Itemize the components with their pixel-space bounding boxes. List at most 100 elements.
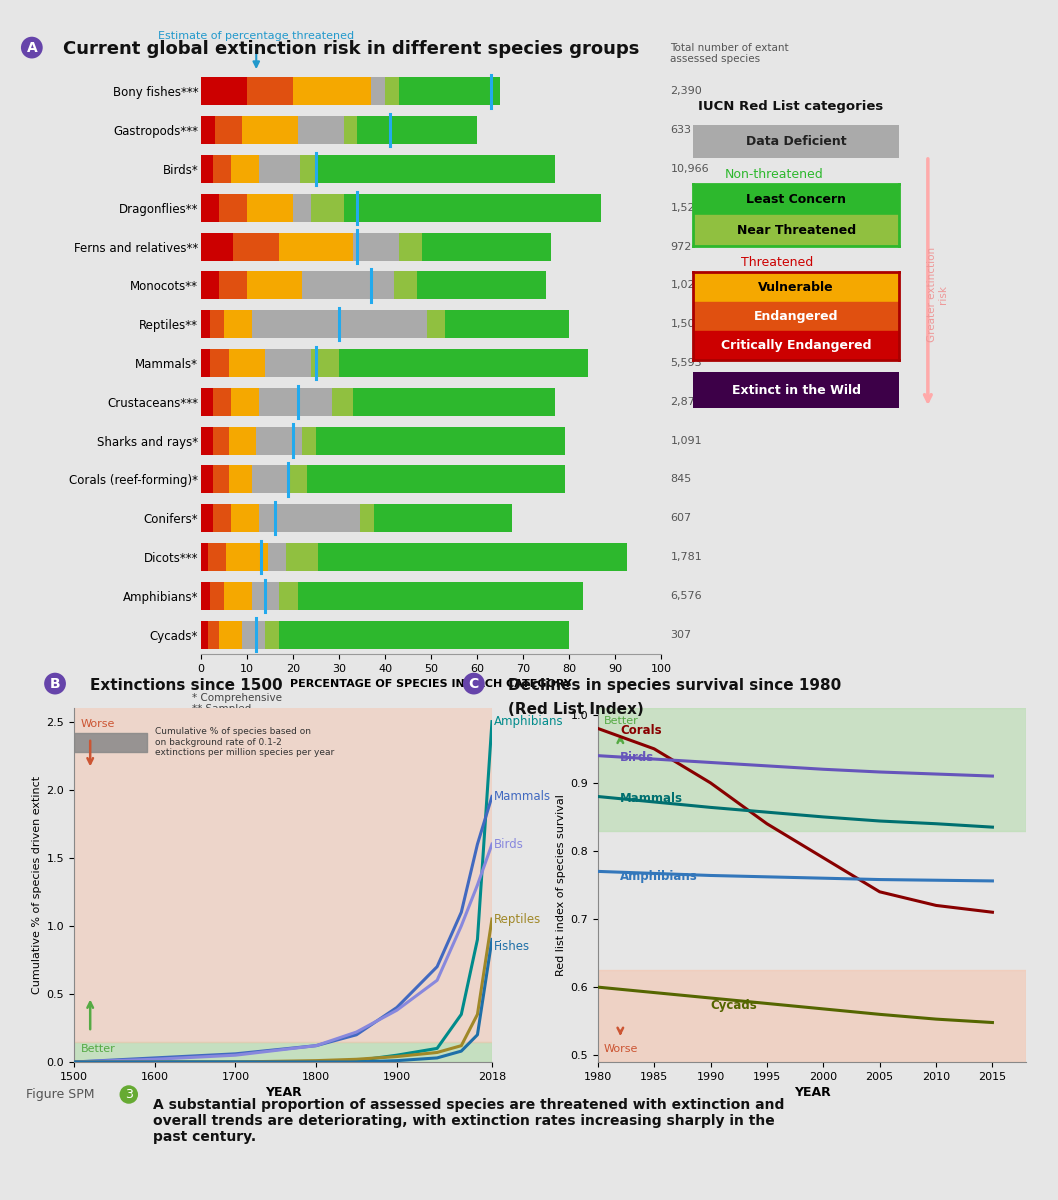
Bar — [358, 116, 477, 144]
Bar — [258, 388, 332, 415]
Text: Extinctions since 1500: Extinctions since 1500 — [90, 678, 282, 692]
Bar — [201, 388, 213, 415]
X-axis label: YEAR: YEAR — [264, 1086, 302, 1099]
Text: Cumulative % of species based on
on background rate of 0.1-2
extinctions per mil: Cumulative % of species based on on back… — [154, 727, 334, 757]
Text: Mammals: Mammals — [494, 790, 551, 803]
Text: A substantial proportion of assessed species are threatened with extinction and
: A substantial proportion of assessed spe… — [153, 1098, 785, 1145]
Text: Current global extinction risk in different species groups: Current global extinction risk in differ… — [63, 40, 640, 58]
Bar — [252, 311, 426, 338]
Bar — [229, 427, 256, 455]
Bar — [426, 311, 445, 338]
Text: (Red List Index): (Red List Index) — [508, 702, 643, 716]
Text: Better: Better — [603, 716, 638, 726]
Text: Amphibians: Amphibians — [494, 715, 563, 728]
Text: 607: 607 — [671, 514, 692, 523]
Bar — [316, 155, 555, 182]
Bar — [293, 194, 311, 222]
Text: Threatened: Threatened — [741, 257, 813, 269]
Text: Greater extinction
risk: Greater extinction risk — [927, 246, 948, 342]
Text: Cycads: Cycads — [711, 998, 758, 1012]
Bar — [201, 155, 213, 182]
Text: 6,576: 6,576 — [671, 590, 703, 601]
Bar — [224, 582, 252, 610]
Bar — [371, 78, 385, 106]
Text: Birds: Birds — [620, 751, 655, 764]
X-axis label: YEAR: YEAR — [794, 1086, 831, 1099]
Bar — [252, 466, 289, 493]
Bar — [201, 349, 211, 377]
Bar — [242, 620, 266, 648]
Text: Total number of extant
assessed species: Total number of extant assessed species — [671, 43, 789, 65]
Bar — [248, 78, 293, 106]
Text: B: B — [50, 677, 60, 691]
Bar — [201, 466, 213, 493]
Text: 307: 307 — [671, 630, 692, 640]
Text: Worse: Worse — [80, 719, 115, 728]
Bar — [226, 544, 268, 571]
Bar — [399, 233, 422, 260]
Bar — [219, 271, 248, 299]
Text: 2,390: 2,390 — [671, 86, 703, 96]
Bar — [598, 708, 1026, 830]
Bar — [201, 620, 208, 648]
Bar — [353, 388, 555, 415]
Text: Non-threatened: Non-threatened — [725, 168, 823, 180]
Bar — [300, 155, 316, 182]
Bar — [266, 620, 279, 648]
Bar — [74, 701, 492, 1042]
Bar — [229, 349, 266, 377]
Bar — [373, 504, 512, 532]
Text: Estimate of percentage threatened: Estimate of percentage threatened — [159, 31, 354, 67]
Text: Near Threatened: Near Threatened — [736, 224, 856, 236]
Bar — [422, 233, 551, 260]
Bar — [242, 116, 297, 144]
Text: Critically Endangered: Critically Endangered — [720, 338, 872, 352]
Text: 1,500: 1,500 — [671, 319, 701, 329]
Text: Data Deficient: Data Deficient — [746, 136, 846, 148]
Bar — [231, 388, 258, 415]
Bar — [229, 466, 252, 493]
Text: 1,091: 1,091 — [671, 436, 703, 445]
Bar — [293, 78, 371, 106]
Bar — [213, 504, 231, 532]
Bar — [303, 427, 316, 455]
Bar — [201, 544, 208, 571]
Bar — [297, 116, 344, 144]
Bar — [233, 233, 279, 260]
Bar — [279, 620, 569, 648]
Text: 972: 972 — [671, 241, 692, 252]
Text: Vulnerable: Vulnerable — [759, 281, 834, 294]
Bar — [286, 544, 318, 571]
Bar — [303, 271, 395, 299]
Bar — [219, 620, 242, 648]
Bar — [248, 194, 293, 222]
Bar — [693, 272, 899, 301]
Bar — [353, 233, 399, 260]
Bar — [256, 427, 303, 455]
Bar — [201, 233, 233, 260]
Bar — [332, 388, 353, 415]
X-axis label: PERCENTAGE OF SPECIES IN EACH CATEGORY: PERCENTAGE OF SPECIES IN EACH CATEGORY — [290, 679, 572, 689]
Bar — [213, 388, 231, 415]
Bar — [693, 184, 899, 215]
Bar — [279, 233, 353, 260]
Text: A: A — [26, 41, 37, 55]
Text: 633: 633 — [671, 125, 692, 136]
Bar — [208, 544, 226, 571]
Text: IUCN Red List categories: IUCN Red List categories — [698, 101, 883, 113]
Bar — [385, 78, 399, 106]
Bar — [231, 155, 258, 182]
Bar — [201, 504, 213, 532]
Bar — [208, 620, 219, 648]
Bar — [693, 301, 899, 331]
Bar — [266, 349, 311, 377]
Bar — [279, 582, 297, 610]
Bar — [344, 194, 601, 222]
Text: 845: 845 — [671, 474, 692, 485]
Bar — [318, 544, 626, 571]
Bar — [201, 271, 219, 299]
Text: Mammals: Mammals — [620, 792, 683, 805]
Bar — [224, 311, 252, 338]
Bar — [201, 582, 211, 610]
Text: 10,966: 10,966 — [671, 164, 709, 174]
